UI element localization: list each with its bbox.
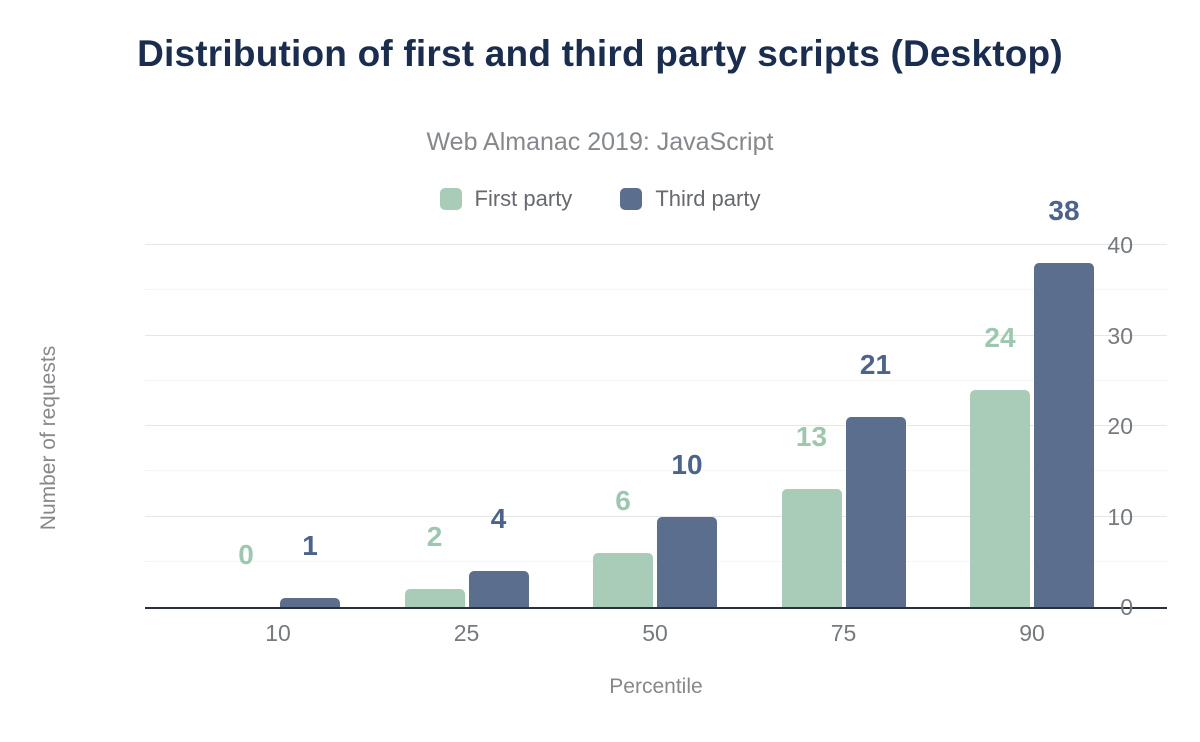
x-tick-label: 25 — [453, 620, 480, 646]
chart-subtitle: Web Almanac 2019: JavaScript — [426, 128, 774, 156]
y-tick-label: 40 — [1107, 232, 1133, 258]
bar-value-label: 38 — [1048, 195, 1080, 227]
bar — [845, 416, 906, 607]
legend-label-third-party: Third party — [655, 186, 761, 211]
y-tick-label: 20 — [1107, 413, 1133, 439]
x-tick-label: 10 — [265, 620, 291, 646]
bar-value-label: 13 — [795, 421, 828, 453]
third-party-swatch-icon — [620, 188, 643, 210]
bar-value-label: 6 — [615, 484, 631, 516]
minor-gridline — [145, 379, 1167, 381]
x-tick-label: 75 — [830, 620, 857, 646]
y-tick-label: 0 — [1120, 594, 1133, 620]
y-axis-title: Number of requests — [37, 345, 60, 531]
major-gridline — [145, 515, 1167, 517]
legend-label-first-party: First party — [474, 186, 573, 211]
legend-item-first-party[interactable]: First party — [439, 186, 573, 212]
bar — [404, 588, 465, 607]
bar-value-label: 24 — [984, 321, 1016, 353]
bar-value-label: 1 — [302, 529, 318, 561]
x-tick-label: 50 — [642, 620, 668, 646]
minor-gridline — [145, 289, 1167, 291]
x-tick-label: 90 — [1019, 620, 1045, 646]
minor-gridline — [145, 470, 1167, 472]
chart-title: Distribution of first and third party sc… — [137, 33, 1063, 74]
major-gridline — [145, 244, 1167, 245]
y-tick-label: 10 — [1107, 503, 1133, 530]
minor-gridline — [145, 560, 1167, 562]
major-gridline — [145, 334, 1167, 336]
bar-value-label: 0 — [238, 539, 254, 570]
bar — [593, 552, 653, 607]
y-tick-label: 30 — [1107, 322, 1133, 349]
plot-area: 0 1 2 4 6 10 13 21 24 38 — [145, 197, 1167, 609]
major-gridline — [145, 425, 1167, 426]
x-axis-title: Percentile — [609, 675, 703, 698]
legend: First party Third party — [0, 186, 1200, 212]
bar-value-label: 4 — [490, 502, 507, 534]
legend-item-third-party[interactable]: Third party — [620, 186, 760, 212]
bar — [468, 570, 529, 607]
bar-value-label: 21 — [859, 348, 892, 380]
bar-value-label: 10 — [671, 448, 703, 480]
bar — [280, 597, 340, 607]
bar-value-label: 2 — [426, 520, 443, 552]
bar — [781, 489, 842, 607]
bar — [970, 389, 1030, 607]
bar — [657, 516, 717, 607]
bar — [1034, 263, 1094, 607]
first-party-swatch-icon — [439, 188, 462, 210]
